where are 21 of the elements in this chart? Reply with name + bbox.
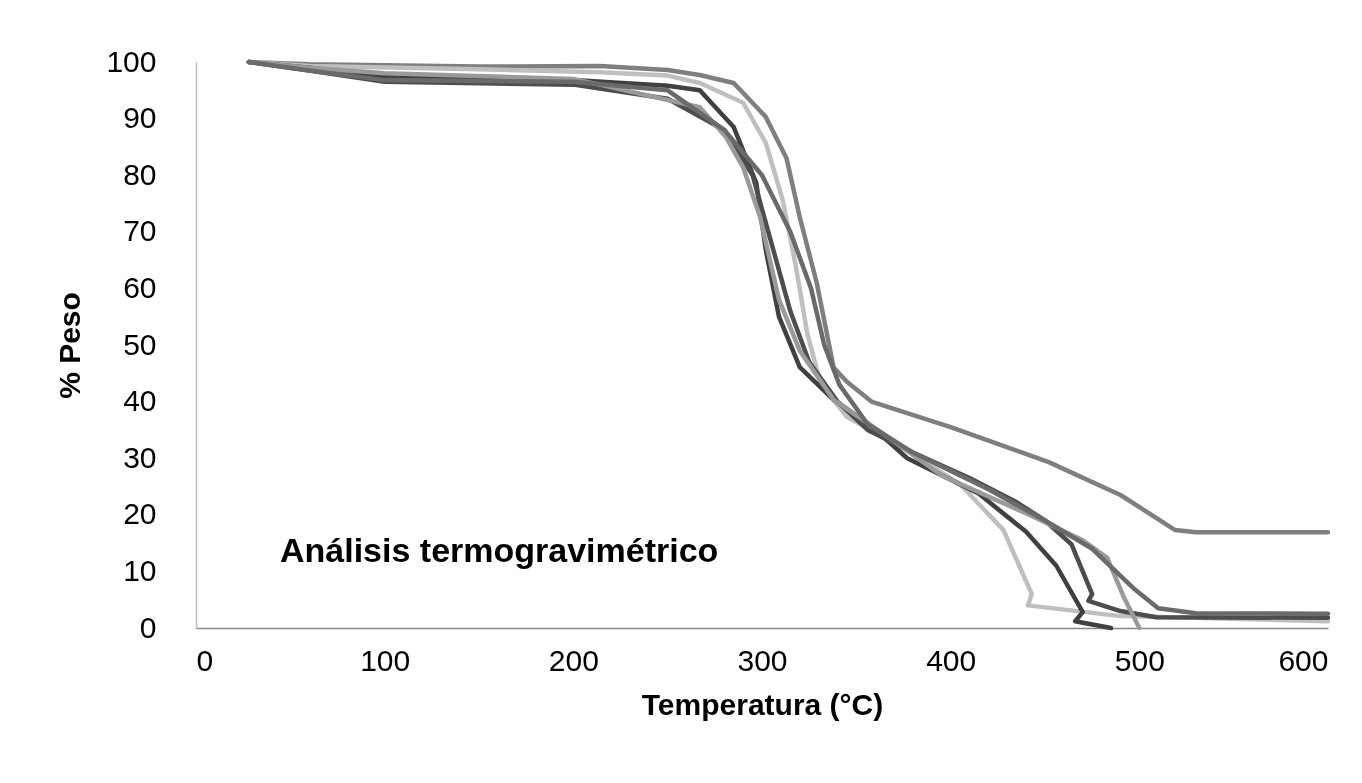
y-tick-label: 60 bbox=[123, 270, 157, 304]
y-tick-label: 0 bbox=[139, 610, 157, 644]
y-tick-label: 20 bbox=[123, 497, 157, 531]
x-tick-label: 0 bbox=[196, 643, 214, 677]
x-axis-title: Temperatura (°C) bbox=[641, 687, 884, 721]
x-tick-label: 300 bbox=[737, 643, 788, 677]
y-tick-label: 50 bbox=[123, 327, 157, 361]
y-tick-label: 70 bbox=[123, 214, 157, 248]
x-tick-label: 400 bbox=[926, 643, 977, 677]
y-tick-label: 30 bbox=[123, 440, 157, 474]
y-tick-label: 90 bbox=[123, 101, 157, 135]
x-tick-label: 200 bbox=[548, 643, 599, 677]
y-tick-label: 40 bbox=[123, 384, 157, 418]
x-tick-label: 500 bbox=[1114, 643, 1165, 677]
x-tick-label: 600 bbox=[1278, 643, 1329, 677]
y-axis-title: % Peso bbox=[53, 292, 87, 399]
y-tick-label: 100 bbox=[106, 44, 157, 78]
y-tick-label: 10 bbox=[123, 553, 157, 587]
y-tick-label: 80 bbox=[123, 157, 157, 191]
x-tick-label: 100 bbox=[360, 643, 411, 677]
text: Análisis termogravimétrico bbox=[280, 531, 719, 569]
